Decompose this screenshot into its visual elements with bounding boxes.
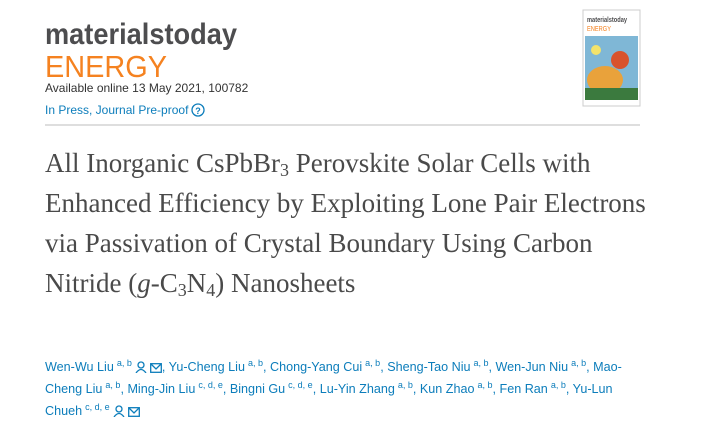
author-name[interactable]: Lu-Yin Zhang [319,382,395,396]
cover-brand: materialstoday [587,17,627,24]
affiliation: a, b [397,379,413,390]
author-name[interactable]: Fen Ran [499,382,548,396]
affiliation: c, d, e [288,379,313,390]
author-list: Wen-Wu Liu a, b, Yu-Cheng Liu a, b, Chong-… [45,356,647,422]
author-name[interactable]: Wen-Wu Liu [45,360,114,374]
cover-journal: ENERGY [587,26,611,33]
help-mark: ? [195,106,201,116]
author[interactable]: Wen-Jun Niu a, b [495,357,587,374]
separator: , [380,360,384,374]
affiliation: c, d, e [198,379,223,390]
person-icon[interactable] [113,405,125,418]
affiliation: a, b [247,357,263,368]
affiliation: c, d, e [85,401,110,412]
article-title: All Inorganic CsPbBr3 Perovskite Solar C… [45,143,650,303]
affiliation: a, b [105,379,121,390]
author[interactable]: Lu-Yin Zhang a, b [319,379,413,396]
affiliation: a, b [473,357,489,368]
author[interactable]: Ming-Jin Liu c, d, e [127,379,223,396]
mail-icon[interactable] [127,407,140,417]
title-text: Perovskite Solar Cells with Enhanced Eff… [45,148,646,298]
author[interactable]: Chong-Yang Cui a, b [269,357,381,374]
affiliation: a, b [365,357,381,368]
affiliation: a, b [550,379,566,390]
separator: , [222,382,227,396]
journal-logo[interactable]: ENERGY [45,49,167,84]
author-name[interactable]: Sheng-Tao Niu [387,360,471,374]
author[interactable]: Bingni Gu c, d, e [229,379,313,396]
separator: , [586,360,590,374]
title-text: N [186,268,207,298]
separator: , [565,382,570,396]
person-icon[interactable] [135,361,147,374]
separator: , [262,360,267,374]
brand-logo[interactable]: materialstoday [45,18,237,51]
author-name[interactable]: Yu-Cheng Liu [168,360,245,374]
mail-icon[interactable] [149,363,162,373]
author-name[interactable]: Kun Zhao [419,382,475,396]
cover-image[interactable]: materialstoday ENERGY [582,9,641,107]
title-text: All Inorganic CsPbBr [45,148,280,178]
author[interactable]: Wen-Wu Liu a, b [45,357,162,374]
title-text: -C [150,268,178,298]
available-date: Available online 13 May 2021, 100782 [45,81,249,95]
status-link[interactable]: In Press, Journal Pre-proof [45,103,189,117]
author[interactable]: Fen Ran a, b [499,379,566,396]
separator: , [161,360,166,374]
author-name[interactable]: Ming-Jin Liu [127,382,196,396]
author-name[interactable]: Yu-Lun Chueh [45,382,613,418]
separator: , [120,382,124,396]
separator: , [412,382,417,396]
separator: , [312,382,317,396]
author[interactable]: Mao-Cheng Liu a, b [45,360,622,396]
affiliation: a, b [571,357,587,368]
title-sub: 4 [206,280,216,300]
separator: , [492,382,497,396]
title-sub: 3 [177,280,187,300]
title-italic: g [137,268,151,298]
author-name[interactable]: Mao-Cheng Liu [45,360,622,396]
author[interactable]: Sheng-Tao Niu a, b [387,357,489,374]
header: materialstoday ENERGY Available online 1… [45,9,641,126]
title-text: ) Nanosheets [215,268,356,298]
author[interactable]: Yu-Cheng Liu a, b [168,357,263,374]
author[interactable]: Kun Zhao a, b [419,379,493,396]
separator: , [488,360,493,374]
affiliation: a, b [477,379,493,390]
author[interactable]: Yu-Lun Chueh c, d, e [45,382,613,418]
author-name[interactable]: Wen-Jun Niu [495,360,569,374]
affiliation: a, b [116,357,132,368]
author-name[interactable]: Chong-Yang Cui [269,360,363,374]
title-sub: 3 [280,160,289,180]
author-name[interactable]: Bingni Gu [229,382,286,396]
help-icon[interactable] [191,103,205,117]
